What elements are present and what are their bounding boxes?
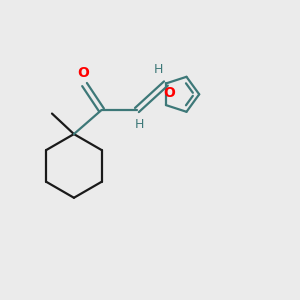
Text: H: H xyxy=(135,118,144,131)
Text: O: O xyxy=(77,66,89,80)
Text: O: O xyxy=(163,86,175,100)
Text: H: H xyxy=(154,63,163,76)
